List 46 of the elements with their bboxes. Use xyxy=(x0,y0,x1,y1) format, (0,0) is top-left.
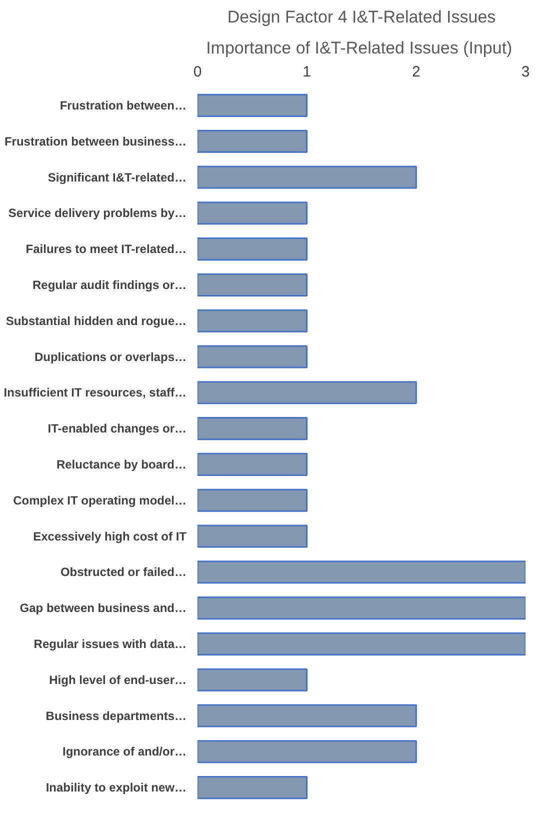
chart-subtitle: Importance of I&T-Related Issues (Input) xyxy=(206,38,512,58)
y-tick-label: Duplications or overlaps… xyxy=(34,350,187,364)
y-tick-label: Service delivery problems by… xyxy=(8,206,187,220)
bar xyxy=(198,130,308,153)
x-tick-label: 1 xyxy=(302,64,312,80)
bar xyxy=(198,273,308,296)
y-tick-label: Inability to exploit new… xyxy=(46,780,187,795)
y-tick-label: Business departments… xyxy=(46,708,187,723)
bar xyxy=(198,488,308,512)
bar xyxy=(198,345,308,368)
bar xyxy=(198,381,417,404)
bar xyxy=(198,596,526,620)
y-tick-label: Obstructed or failed… xyxy=(60,565,187,580)
bar xyxy=(198,202,308,225)
x-tick-label: 0 xyxy=(193,64,202,80)
y-tick-label: High level of end-user… xyxy=(49,672,187,687)
y-tick-label: Gap between business and… xyxy=(20,601,187,616)
y-tick-label: Failures to meet IT-related… xyxy=(26,242,187,256)
y-tick-label: Insufficient IT resources, staff… xyxy=(4,386,187,400)
y-tick-label: Complex IT operating model… xyxy=(13,493,187,508)
bar xyxy=(198,560,526,584)
bar xyxy=(198,94,308,117)
y-tick-label: Regular audit findings or… xyxy=(32,278,187,292)
y-tick-label: Substantial hidden and rogue… xyxy=(6,314,187,328)
bar xyxy=(198,452,308,476)
y-tick-label: Reluctance by board… xyxy=(56,457,186,472)
y-tick-label: Ignorance of and/or… xyxy=(62,744,187,759)
y-tick-label: IT-enabled changes or… xyxy=(48,422,187,436)
bar xyxy=(198,632,526,656)
bar xyxy=(198,238,308,261)
bar xyxy=(198,309,308,332)
bar xyxy=(198,776,308,800)
bar xyxy=(198,704,417,728)
bar xyxy=(198,524,308,548)
y-tick-label: Excessively high cost of IT xyxy=(33,529,188,544)
y-tick-label: Regular issues with data… xyxy=(34,636,187,651)
bar xyxy=(198,166,417,189)
chart-title: Design Factor 4 I&T-Related Issues xyxy=(227,8,496,26)
x-tick-label: 2 xyxy=(412,64,420,80)
bar xyxy=(198,668,308,692)
y-tick-label: Significant I&T-related… xyxy=(48,170,186,184)
y-tick-label: Frustration between business… xyxy=(4,134,187,148)
bar xyxy=(198,740,417,764)
y-tick-label: Frustration between… xyxy=(60,98,187,112)
bar xyxy=(198,417,308,440)
x-tick-label: 3 xyxy=(521,64,530,80)
